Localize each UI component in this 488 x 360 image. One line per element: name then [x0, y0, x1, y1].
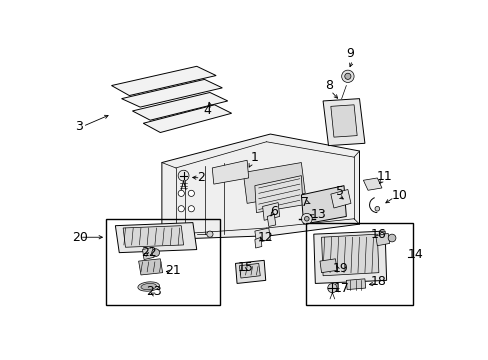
- Polygon shape: [313, 231, 386, 283]
- Circle shape: [344, 73, 350, 80]
- Text: 2: 2: [196, 171, 204, 184]
- Polygon shape: [254, 237, 261, 248]
- Polygon shape: [162, 134, 359, 239]
- Text: 14: 14: [407, 248, 423, 261]
- Polygon shape: [132, 93, 227, 120]
- Circle shape: [188, 206, 194, 212]
- Text: 4: 4: [203, 104, 210, 117]
- Circle shape: [206, 231, 213, 237]
- Bar: [305, 222, 412, 305]
- Polygon shape: [319, 259, 336, 273]
- Polygon shape: [330, 189, 350, 208]
- Text: 6: 6: [270, 204, 278, 217]
- Polygon shape: [267, 214, 275, 226]
- Polygon shape: [330, 105, 356, 137]
- Circle shape: [327, 283, 336, 293]
- Circle shape: [374, 206, 379, 211]
- Text: 22: 22: [141, 246, 156, 259]
- Circle shape: [341, 70, 353, 82]
- Text: 15: 15: [237, 261, 253, 274]
- Circle shape: [304, 216, 308, 221]
- Polygon shape: [346, 279, 365, 289]
- Text: 10: 10: [391, 189, 407, 202]
- Polygon shape: [254, 228, 270, 243]
- Polygon shape: [323, 99, 364, 145]
- Polygon shape: [235, 260, 265, 283]
- Circle shape: [301, 213, 311, 224]
- Polygon shape: [212, 160, 248, 184]
- Polygon shape: [363, 178, 381, 190]
- Bar: [106, 219, 220, 305]
- Polygon shape: [143, 105, 231, 132]
- Text: 16: 16: [370, 228, 386, 240]
- Text: 19: 19: [332, 261, 347, 275]
- Text: 21: 21: [164, 264, 181, 277]
- Circle shape: [188, 190, 194, 197]
- Circle shape: [178, 170, 189, 181]
- Polygon shape: [375, 233, 389, 246]
- Text: 3: 3: [75, 120, 83, 133]
- Polygon shape: [142, 247, 154, 260]
- Polygon shape: [254, 176, 302, 213]
- Text: 12: 12: [257, 231, 272, 244]
- Text: 9: 9: [346, 47, 353, 60]
- Polygon shape: [301, 186, 346, 224]
- Text: 5: 5: [336, 185, 344, 198]
- Polygon shape: [262, 203, 279, 220]
- Text: 18: 18: [370, 275, 386, 288]
- Text: 1: 1: [250, 150, 258, 164]
- Circle shape: [387, 234, 395, 242]
- Text: 8: 8: [324, 79, 332, 92]
- Text: 11: 11: [376, 170, 391, 183]
- Text: 7: 7: [301, 196, 309, 209]
- Circle shape: [178, 190, 184, 197]
- Text: 23: 23: [146, 285, 162, 298]
- Polygon shape: [111, 66, 216, 95]
- Circle shape: [151, 249, 159, 256]
- Ellipse shape: [141, 283, 156, 290]
- Ellipse shape: [138, 282, 159, 291]
- Text: 17: 17: [333, 282, 349, 295]
- Text: 13: 13: [310, 208, 326, 221]
- Polygon shape: [243, 163, 305, 203]
- Text: 20: 20: [72, 231, 88, 244]
- Circle shape: [178, 206, 184, 212]
- Polygon shape: [123, 226, 183, 247]
- Polygon shape: [122, 80, 222, 107]
- Polygon shape: [138, 259, 163, 275]
- Polygon shape: [321, 234, 378, 276]
- Polygon shape: [115, 222, 196, 253]
- Polygon shape: [239, 264, 260, 278]
